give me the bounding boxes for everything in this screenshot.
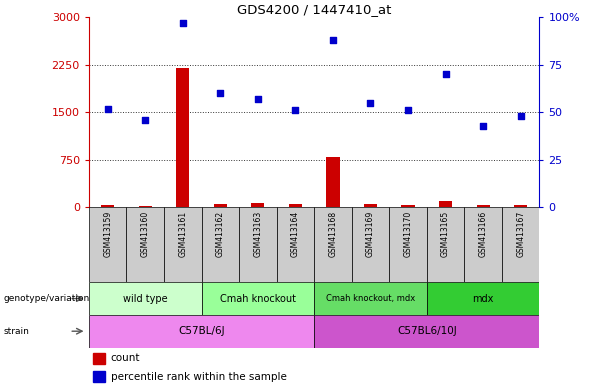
Bar: [439, 201, 452, 207]
Text: wild type: wild type: [123, 293, 167, 304]
Bar: [89, 315, 314, 348]
Point: [516, 113, 525, 119]
Bar: [289, 204, 302, 207]
Bar: [402, 205, 414, 207]
Text: Cmah knockout, mdx: Cmah knockout, mdx: [326, 294, 415, 303]
Bar: [427, 282, 539, 315]
Point: [403, 108, 413, 114]
Point: [215, 90, 225, 96]
Bar: [176, 68, 189, 207]
Bar: [326, 157, 340, 207]
Point: [328, 37, 338, 43]
Point: [365, 100, 375, 106]
Bar: [93, 353, 105, 364]
Point: [478, 122, 488, 129]
Text: GSM413164: GSM413164: [291, 211, 300, 257]
Text: GSM413165: GSM413165: [441, 211, 450, 257]
Text: C57BL/6J: C57BL/6J: [178, 326, 225, 336]
Text: GSM413163: GSM413163: [253, 211, 262, 257]
Bar: [239, 207, 276, 282]
Point: [140, 117, 150, 123]
Text: GSM413166: GSM413166: [479, 211, 487, 257]
Text: GSM413161: GSM413161: [178, 211, 187, 257]
Text: Cmah knockout: Cmah knockout: [220, 293, 296, 304]
Point: [103, 106, 113, 112]
Text: genotype/variation: genotype/variation: [3, 294, 89, 303]
Text: GSM413162: GSM413162: [216, 211, 225, 257]
Bar: [427, 207, 465, 282]
Point: [178, 20, 188, 26]
Text: GSM413167: GSM413167: [516, 211, 525, 257]
Point: [441, 71, 451, 78]
Bar: [364, 204, 377, 207]
Text: GSM413170: GSM413170: [403, 211, 413, 257]
Bar: [101, 205, 114, 207]
Bar: [276, 207, 314, 282]
Text: GSM413160: GSM413160: [141, 211, 150, 257]
Bar: [126, 207, 164, 282]
Bar: [164, 207, 202, 282]
Bar: [214, 204, 227, 207]
Bar: [202, 282, 314, 315]
Bar: [352, 207, 389, 282]
Point: [291, 108, 300, 114]
Bar: [89, 282, 202, 315]
Bar: [502, 207, 539, 282]
Bar: [314, 282, 427, 315]
Text: count: count: [110, 353, 140, 364]
Bar: [389, 207, 427, 282]
Bar: [514, 205, 527, 207]
Point: [253, 96, 263, 102]
Text: strain: strain: [3, 327, 29, 336]
Title: GDS4200 / 1447410_at: GDS4200 / 1447410_at: [237, 3, 391, 16]
Bar: [89, 207, 126, 282]
Text: percentile rank within the sample: percentile rank within the sample: [110, 372, 286, 382]
Text: mdx: mdx: [473, 293, 494, 304]
Text: GSM413159: GSM413159: [103, 211, 112, 257]
Bar: [465, 207, 502, 282]
Bar: [93, 371, 105, 382]
Text: C57BL6/10J: C57BL6/10J: [397, 326, 457, 336]
Text: GSM413169: GSM413169: [366, 211, 375, 257]
Bar: [314, 315, 539, 348]
Text: GSM413168: GSM413168: [329, 211, 337, 257]
Bar: [314, 207, 352, 282]
Bar: [202, 207, 239, 282]
Bar: [139, 206, 152, 207]
Bar: [251, 203, 264, 207]
Bar: [476, 205, 490, 207]
